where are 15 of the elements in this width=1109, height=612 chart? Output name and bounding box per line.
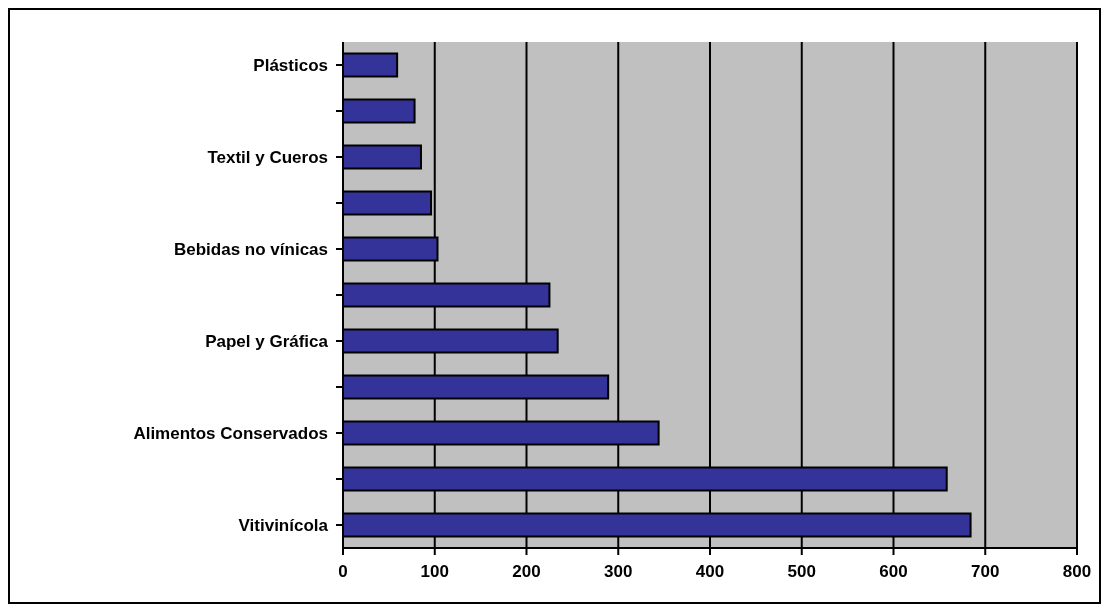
x-tick-label: 0 [338, 562, 348, 582]
y-tick-label: Textil y Cueros [207, 148, 328, 168]
y-tick-label: Plásticos [253, 56, 328, 76]
y-tick-label: Alimentos Conservados [133, 424, 328, 444]
x-tick-label: 700 [971, 562, 1000, 582]
y-tick-label: Bebidas no vínicas [174, 240, 328, 260]
x-tick-label: 300 [604, 562, 633, 582]
x-tick-label: 400 [695, 562, 725, 582]
x-tick-label: 500 [787, 562, 816, 582]
x-tick-label: 100 [420, 562, 449, 582]
x-tick-label: 800 [1062, 562, 1092, 582]
x-tick-label: 600 [879, 562, 908, 582]
x-tick-label: 200 [512, 562, 541, 582]
y-tick-label: Papel y Gráfica [205, 332, 329, 352]
y-tick-label: Vitivinícola [238, 516, 329, 536]
